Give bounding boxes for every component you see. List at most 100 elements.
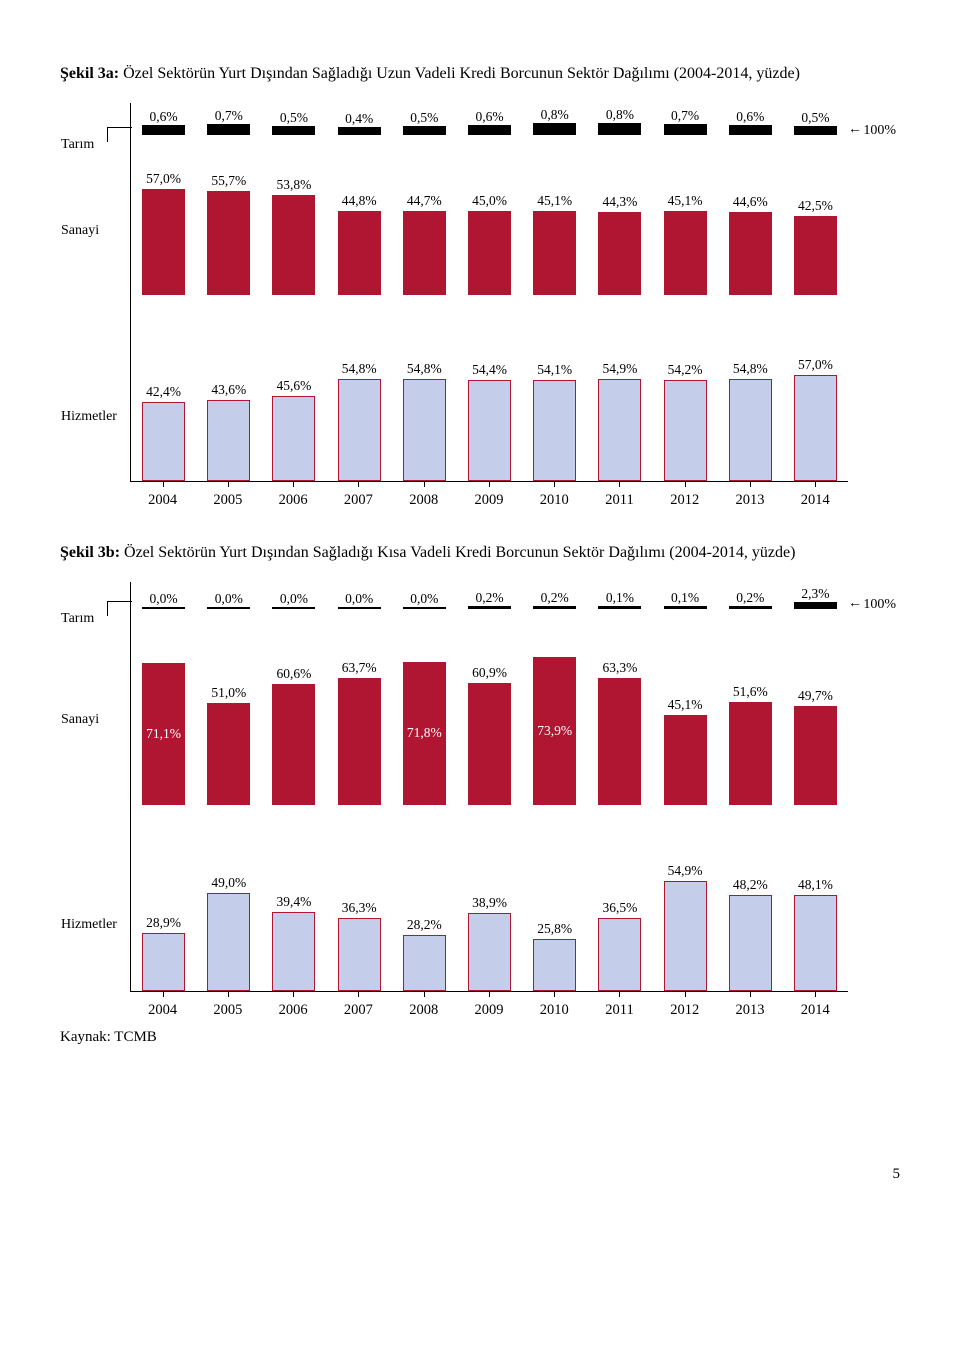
x-tick-label: 2009 [456,992,521,1019]
hizmetler-bar [598,918,641,991]
tarim-value: 0,5% [280,110,308,126]
bar-cell: 51,0% [196,635,261,805]
hizmetler-value: 54,8% [733,361,768,377]
sanayi-value: 63,7% [342,660,377,676]
bar-cell: 54,4% [457,353,522,481]
tarim-bar [729,606,772,609]
x-tick-label: 2004 [130,992,195,1019]
tarim-value: 0,7% [215,108,243,124]
page: Şekil 3a: Özel Sektörün Yurt Dışından Sa… [0,0,960,1246]
x-tick-label: 2011 [587,992,652,1019]
chart3a: 0,6%0,7%0,5%0,4%0,5%0,6%0,8%0,8%0,7%0,6%… [60,103,900,509]
tarim-bar [794,126,837,135]
bar-cell: 0,0% [392,582,457,609]
sanayi-bar [403,211,446,295]
x-tick-label: 2010 [522,992,587,1019]
bar-cell: 43,6% [196,353,261,481]
sanayi-value: 51,0% [211,685,246,701]
sanayi-bar [794,216,837,295]
sanayi-value: 60,6% [277,666,312,682]
bar-cell: 28,9% [131,859,196,991]
bar-cell: 0,6% [457,103,522,135]
tarim-bar [338,607,381,609]
bar-cell: 57,0% [783,353,848,481]
bar-cell: 0,8% [522,103,587,135]
x-tick-label: 2007 [326,992,391,1019]
row-label-hizmetler: Hizmetler [61,409,123,425]
hizmetler-value: 42,4% [146,384,181,400]
sanayi-value: 73,9% [537,723,572,739]
bar-cell: 0,1% [653,582,718,609]
x-tick-label: 2012 [652,992,717,1019]
hizmetler-value: 28,2% [407,917,442,933]
bar-cell: 44,8% [327,167,392,295]
bar-cell: 45,1% [653,635,718,805]
bar-cell: 45,0% [457,167,522,295]
sanayi-value: 42,5% [798,198,833,214]
bar-cell: 0,5% [783,103,848,135]
sanayi-bar [729,212,772,295]
sanayi-value: 45,1% [668,193,703,209]
page-number: 5 [60,1166,900,1183]
x-tick-label: 2007 [326,482,391,509]
tarim-value: 0,8% [541,107,569,123]
hizmetler-value: 45,6% [277,378,312,394]
arrow-icon: ← [848,597,862,611]
sanayi-value: 44,3% [602,194,637,210]
sanayi-value: 57,0% [146,171,181,187]
bar-cell: 63,3% [587,635,652,805]
bar-cell: 49,0% [196,859,261,991]
row-label-sanayi: Sanayi [61,223,123,239]
bar-cell: 0,0% [196,582,261,609]
bar-cell: 44,3% [587,167,652,295]
bar-cell: 55,7% [196,167,261,295]
hizmetler-bar [794,375,837,481]
tarim-value: 0,6% [150,109,178,125]
sanayi-value: 55,7% [211,173,246,189]
hizmetler-value: 48,1% [798,877,833,893]
bar-cell: 54,8% [718,353,783,481]
bar-cell: 42,4% [131,353,196,481]
sanayi-bar: 71,1% [142,663,185,805]
hizmetler-bar [729,895,772,991]
bar-cell: 0,1% [587,582,652,609]
bar-cell: 60,6% [261,635,326,805]
hizmetler-bar [272,396,315,481]
chart3a-title: Şekil 3a: Özel Sektörün Yurt Dışından Sa… [60,64,900,85]
sanayi-value: 63,3% [602,660,637,676]
leader-line [107,127,132,142]
tarim-value: 0,4% [345,111,373,127]
sanayi-bar [207,703,250,805]
hizmetler-bar [338,379,381,481]
hizmetler-value: 48,2% [733,877,768,893]
sanayi-bar [598,212,641,295]
arrow-icon: ← [848,123,862,137]
x-tick-label: 2008 [391,992,456,1019]
x-tick-label: 2005 [195,992,260,1019]
x-tick-label: 2013 [717,482,782,509]
bar-cell: 0,2% [457,582,522,609]
hizmetler-bar [664,881,707,991]
bar-cell: 42,5% [783,167,848,295]
bar-cell: 48,2% [718,859,783,991]
tarim-value: 0,2% [475,590,503,606]
bar-cell: 54,1% [522,353,587,481]
sanayi-bar [468,683,511,805]
sanayi-value: 53,8% [277,177,312,193]
tarim-bar [338,127,381,135]
y100-label: 100% [863,597,896,613]
hizmetler-bar [403,379,446,481]
hizmetler-bar [272,912,315,991]
tarim-value: 0,0% [345,591,373,607]
tarim-value: 0,0% [215,591,243,607]
hizmetler-bar [142,933,185,991]
bar-cell: 0,0% [261,582,326,609]
sanayi-value: 51,6% [733,684,768,700]
bar-cell: 0,5% [392,103,457,135]
sanayi-bar [207,191,250,295]
x-tick-label: 2010 [522,482,587,509]
bar-cell: 0,0% [327,582,392,609]
y100-label: 100% [863,123,896,139]
hizmetler-bar [533,939,576,991]
bar-cell: 39,4% [261,859,326,991]
